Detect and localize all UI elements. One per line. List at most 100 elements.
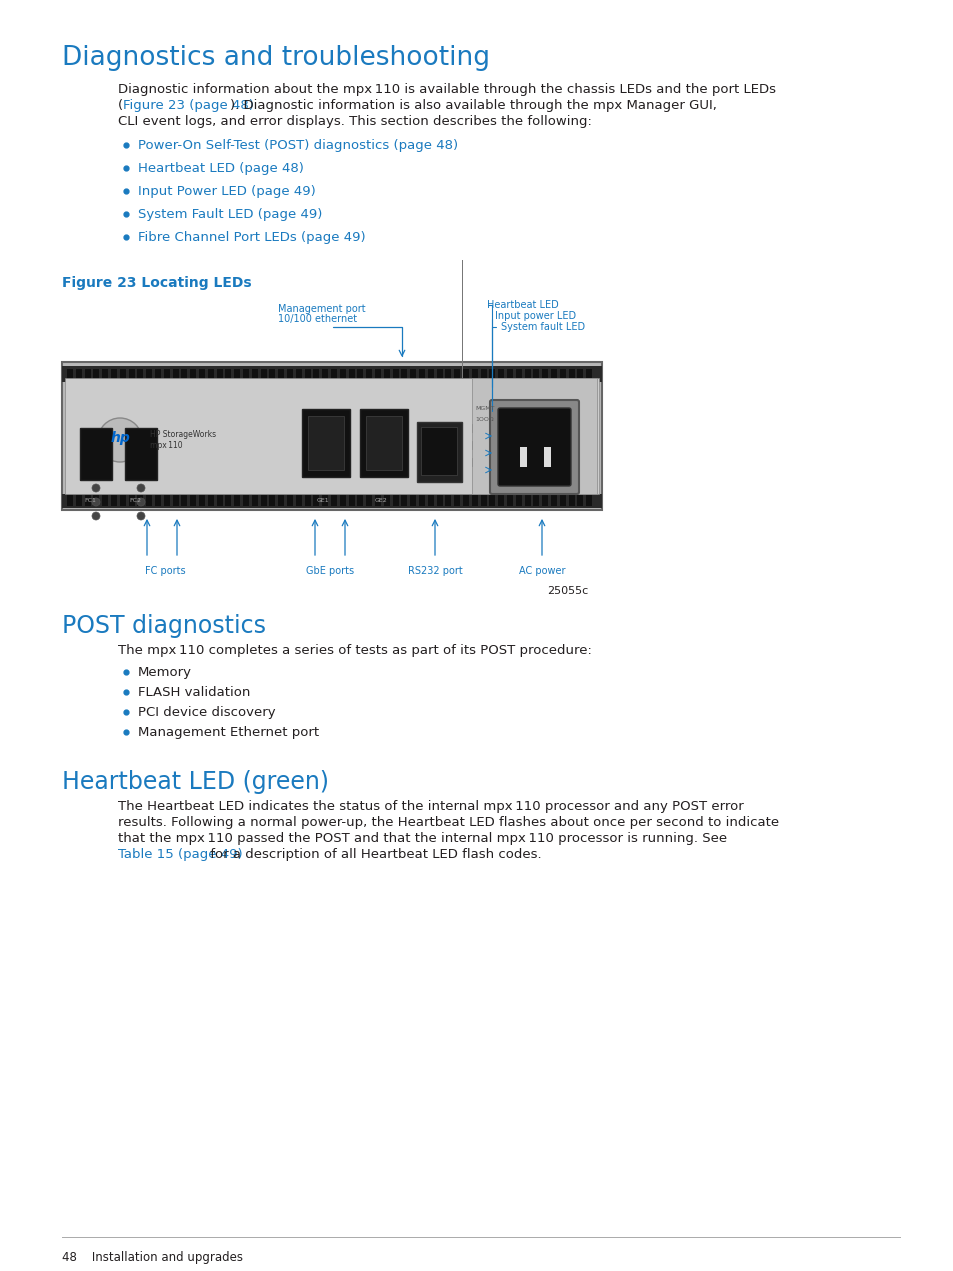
Bar — [199, 369, 205, 380]
Bar — [85, 494, 91, 506]
Text: The mpx 110 completes a series of tests as part of its POST procedure:: The mpx 110 completes a series of tests … — [118, 644, 591, 657]
Text: GbE ports: GbE ports — [306, 566, 354, 576]
Text: 1OOΩ: 1OOΩ — [475, 417, 493, 422]
Bar — [287, 369, 293, 380]
Bar — [543, 447, 551, 466]
Text: Input power LED: Input power LED — [495, 311, 576, 322]
Text: Management port: Management port — [277, 304, 365, 314]
Text: FC1: FC1 — [84, 498, 95, 503]
Bar — [295, 494, 301, 506]
Bar — [519, 447, 526, 466]
Text: ). Diagnostic information is also available through the mpx Manager GUI,: ). Diagnostic information is also availa… — [230, 99, 716, 112]
Bar — [410, 494, 416, 506]
Bar — [462, 494, 469, 506]
Bar — [489, 494, 495, 506]
Text: (: ( — [118, 99, 123, 112]
Text: PCI device discovery: PCI device discovery — [138, 705, 275, 719]
Bar — [375, 494, 380, 506]
Bar — [225, 369, 232, 380]
Bar — [199, 494, 205, 506]
Bar — [111, 369, 117, 380]
Bar — [348, 494, 355, 506]
Bar — [366, 369, 372, 380]
Bar — [516, 494, 521, 506]
Text: CLI event logs, and error displays. This section describes the following:: CLI event logs, and error displays. This… — [118, 114, 591, 128]
Bar — [102, 494, 108, 506]
Bar — [401, 494, 407, 506]
Bar — [436, 369, 442, 380]
Bar — [331, 494, 336, 506]
Text: AC power: AC power — [518, 566, 565, 576]
Bar — [243, 369, 249, 380]
Text: GE1: GE1 — [316, 498, 330, 503]
Text: FC ports: FC ports — [145, 566, 185, 576]
Bar — [348, 369, 355, 380]
Bar — [541, 494, 548, 506]
Bar — [516, 369, 521, 380]
Bar — [472, 369, 477, 380]
Text: Memory: Memory — [138, 666, 192, 679]
Bar — [129, 494, 134, 506]
Bar — [577, 494, 583, 506]
Bar — [190, 369, 196, 380]
Bar — [472, 458, 481, 466]
Bar — [154, 494, 161, 506]
Text: FLASH validation: FLASH validation — [138, 686, 250, 699]
Bar — [427, 494, 434, 506]
Bar — [172, 369, 178, 380]
Bar — [401, 369, 407, 380]
Text: results. Following a normal power-up, the Heartbeat LED flashes about once per s: results. Following a normal power-up, th… — [118, 816, 779, 829]
Bar — [339, 494, 345, 506]
Bar — [302, 409, 350, 477]
Text: Diagnostic information about the mpx 110 is available through the chassis LEDs a: Diagnostic information about the mpx 110… — [118, 83, 775, 97]
Bar — [304, 369, 311, 380]
Circle shape — [137, 484, 145, 492]
Bar — [269, 369, 275, 380]
Bar — [357, 369, 363, 380]
Bar — [164, 369, 170, 380]
Bar — [75, 494, 82, 506]
Bar — [233, 369, 240, 380]
Bar — [65, 377, 598, 494]
Bar — [559, 369, 565, 380]
Circle shape — [91, 512, 100, 520]
Text: 10/100 ethernet: 10/100 ethernet — [277, 314, 356, 324]
Bar — [93, 494, 99, 506]
Bar — [154, 369, 161, 380]
Bar — [269, 494, 275, 506]
Bar — [80, 428, 112, 480]
Bar — [322, 494, 328, 506]
Bar — [585, 369, 592, 380]
Bar — [568, 369, 574, 380]
Bar — [146, 494, 152, 506]
Text: GE2: GE2 — [375, 498, 387, 503]
Text: that the mpx 110 passed the POST and that the internal mpx 110 processor is runn: that the mpx 110 passed the POST and tha… — [118, 833, 726, 845]
Text: RS232 port: RS232 port — [407, 566, 462, 576]
Bar — [568, 494, 574, 506]
Bar — [120, 494, 126, 506]
Text: HP StorageWorks: HP StorageWorks — [150, 430, 216, 438]
Bar — [129, 369, 134, 380]
Bar — [278, 494, 284, 506]
Bar — [445, 369, 451, 380]
Text: Management Ethernet port: Management Ethernet port — [138, 726, 319, 738]
Text: Table 15 (page 49): Table 15 (page 49) — [118, 848, 242, 860]
Bar — [383, 494, 390, 506]
Bar — [461, 261, 463, 377]
Bar — [383, 369, 390, 380]
Bar — [331, 369, 336, 380]
Bar — [489, 369, 495, 380]
Bar — [472, 494, 477, 506]
Bar — [577, 369, 583, 380]
Text: System Fault LED (page 49): System Fault LED (page 49) — [138, 208, 322, 221]
Bar — [314, 369, 319, 380]
Text: FC2: FC2 — [129, 498, 141, 503]
Bar — [357, 494, 363, 506]
Bar — [308, 416, 344, 470]
Circle shape — [137, 498, 145, 506]
Bar — [541, 369, 548, 380]
Bar — [62, 494, 601, 508]
Bar — [260, 494, 266, 506]
Bar — [260, 369, 266, 380]
Bar — [322, 369, 328, 380]
